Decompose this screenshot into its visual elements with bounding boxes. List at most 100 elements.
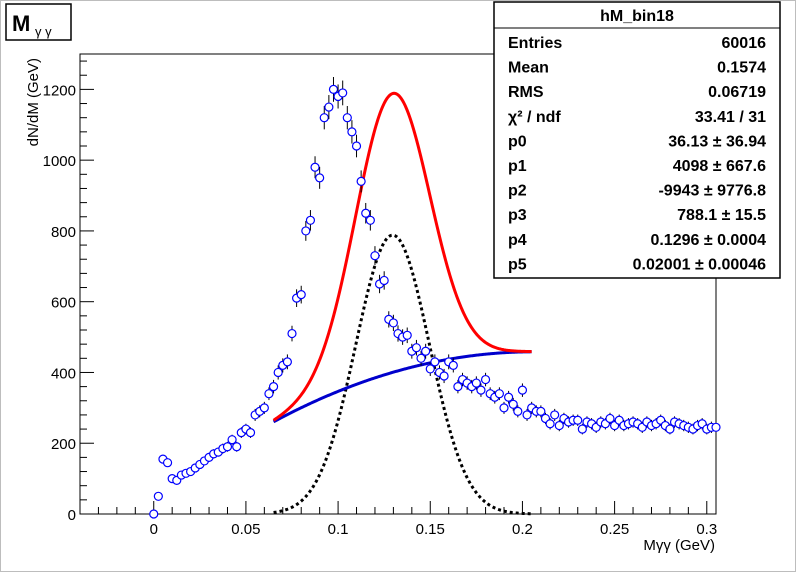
data-point bbox=[517, 385, 528, 395]
data-point bbox=[153, 491, 163, 501]
stats-value: 4098 ± 667.6 bbox=[673, 158, 766, 175]
stats-label: p2 bbox=[508, 183, 527, 200]
stats-value: 0.02001 ± 0.00046 bbox=[633, 256, 766, 273]
stats-name: hM_bin18 bbox=[600, 8, 674, 25]
data-point bbox=[513, 406, 523, 416]
x-tick-label: 0.1 bbox=[328, 521, 349, 538]
data-point bbox=[370, 251, 380, 261]
data-point bbox=[222, 442, 233, 452]
data-point bbox=[264, 389, 274, 399]
data-point bbox=[388, 318, 398, 328]
data-point bbox=[361, 208, 371, 218]
data-point bbox=[522, 410, 532, 420]
data-point bbox=[338, 88, 348, 98]
stats-value: 0.06719 bbox=[708, 84, 766, 101]
x-tick-label: 0.3 bbox=[696, 521, 717, 538]
stats-label: p4 bbox=[508, 232, 527, 249]
data-point bbox=[550, 410, 560, 420]
stats-value: 60016 bbox=[722, 35, 767, 52]
data-point bbox=[504, 392, 514, 402]
data-point bbox=[162, 458, 173, 468]
data-point bbox=[425, 364, 435, 374]
stats-box: hM_bin18 Entries 60016 Mean 0.1574 RMS 0.06719… bbox=[493, 1, 781, 279]
data-point bbox=[365, 215, 375, 225]
total-fit-curve bbox=[272, 91, 532, 422]
data-point bbox=[301, 226, 311, 236]
data-point bbox=[232, 442, 242, 452]
background-fit-curve bbox=[272, 350, 532, 424]
stats-value: 0.1574 bbox=[717, 60, 766, 77]
data-point bbox=[453, 382, 463, 392]
title-sub: γ γ bbox=[35, 24, 52, 39]
title-box-border bbox=[5, 3, 72, 41]
stats-label: Mean bbox=[508, 60, 549, 77]
data-point bbox=[573, 415, 583, 425]
data-point bbox=[259, 403, 269, 413]
data-point bbox=[356, 176, 366, 186]
data-point bbox=[508, 399, 518, 409]
axes: 0 0.05 0.1 0.15 0.2 0.25 0.3 0 200 400 600 800 1000 1… bbox=[43, 53, 717, 538]
data-point bbox=[310, 162, 320, 172]
data-point bbox=[545, 419, 555, 429]
data-point bbox=[416, 353, 426, 363]
y-tick-label: 800 bbox=[51, 224, 76, 241]
x-axis-label: Mγγ (GeV) bbox=[643, 537, 715, 554]
data-point bbox=[342, 113, 352, 123]
stats-value: 36.13 ± 36.94 bbox=[668, 133, 766, 150]
signal-fit-curve bbox=[273, 233, 532, 516]
data-point bbox=[711, 422, 721, 432]
data-point bbox=[448, 360, 458, 370]
x-tick-label: 0.15 bbox=[416, 521, 445, 538]
x-tick-label: 0.2 bbox=[512, 521, 533, 538]
y-tick-label: 0 bbox=[68, 507, 76, 524]
data-point bbox=[476, 385, 486, 395]
data-point bbox=[287, 328, 297, 339]
data-point bbox=[402, 330, 412, 340]
data-point bbox=[480, 374, 491, 385]
stats-box-border bbox=[493, 1, 781, 279]
y-tick-label: 1200 bbox=[43, 82, 76, 99]
title-box: M γ γ bbox=[5, 3, 72, 41]
stats-label: χ² / ndf bbox=[508, 109, 561, 126]
data-points bbox=[149, 77, 721, 519]
data-point bbox=[605, 413, 615, 424]
data-point bbox=[421, 346, 431, 356]
stats-label: p3 bbox=[508, 207, 527, 224]
data-point bbox=[411, 343, 422, 353]
y-tick-label: 200 bbox=[51, 436, 76, 453]
data-point bbox=[577, 424, 587, 434]
plot-frame bbox=[79, 53, 717, 515]
data-point bbox=[245, 428, 256, 438]
stats-label: p5 bbox=[508, 256, 527, 273]
data-point bbox=[328, 84, 339, 94]
y-tick-label: 1000 bbox=[43, 153, 76, 170]
stats-value: 788.1 ± 15.5 bbox=[677, 207, 766, 224]
data-point bbox=[499, 403, 509, 413]
data-point bbox=[494, 389, 504, 399]
data-point bbox=[296, 290, 306, 300]
stats-label: p1 bbox=[508, 158, 527, 175]
y-tick-label: 400 bbox=[51, 365, 76, 382]
data-point bbox=[430, 357, 440, 367]
stats-label: Entries bbox=[508, 35, 562, 52]
data-point bbox=[347, 127, 357, 137]
data-point bbox=[324, 102, 334, 112]
data-point bbox=[379, 275, 389, 286]
data-point bbox=[665, 424, 675, 434]
data-point bbox=[268, 382, 279, 392]
data-point bbox=[439, 371, 449, 381]
stats-value: 0.1296 ± 0.0004 bbox=[650, 232, 766, 249]
data-point bbox=[351, 141, 362, 151]
stats-value: -9943 ± 9776.8 bbox=[658, 183, 766, 200]
data-point bbox=[319, 113, 329, 123]
data-point bbox=[315, 173, 325, 183]
data-point bbox=[149, 509, 159, 519]
data-point bbox=[305, 215, 316, 225]
x-tick-label: 0.25 bbox=[600, 521, 629, 538]
x-tick-label: 0.05 bbox=[231, 521, 260, 538]
title-main: M bbox=[12, 11, 30, 36]
data-point bbox=[554, 420, 564, 431]
data-point bbox=[282, 357, 292, 367]
stats-label: p0 bbox=[508, 133, 527, 150]
